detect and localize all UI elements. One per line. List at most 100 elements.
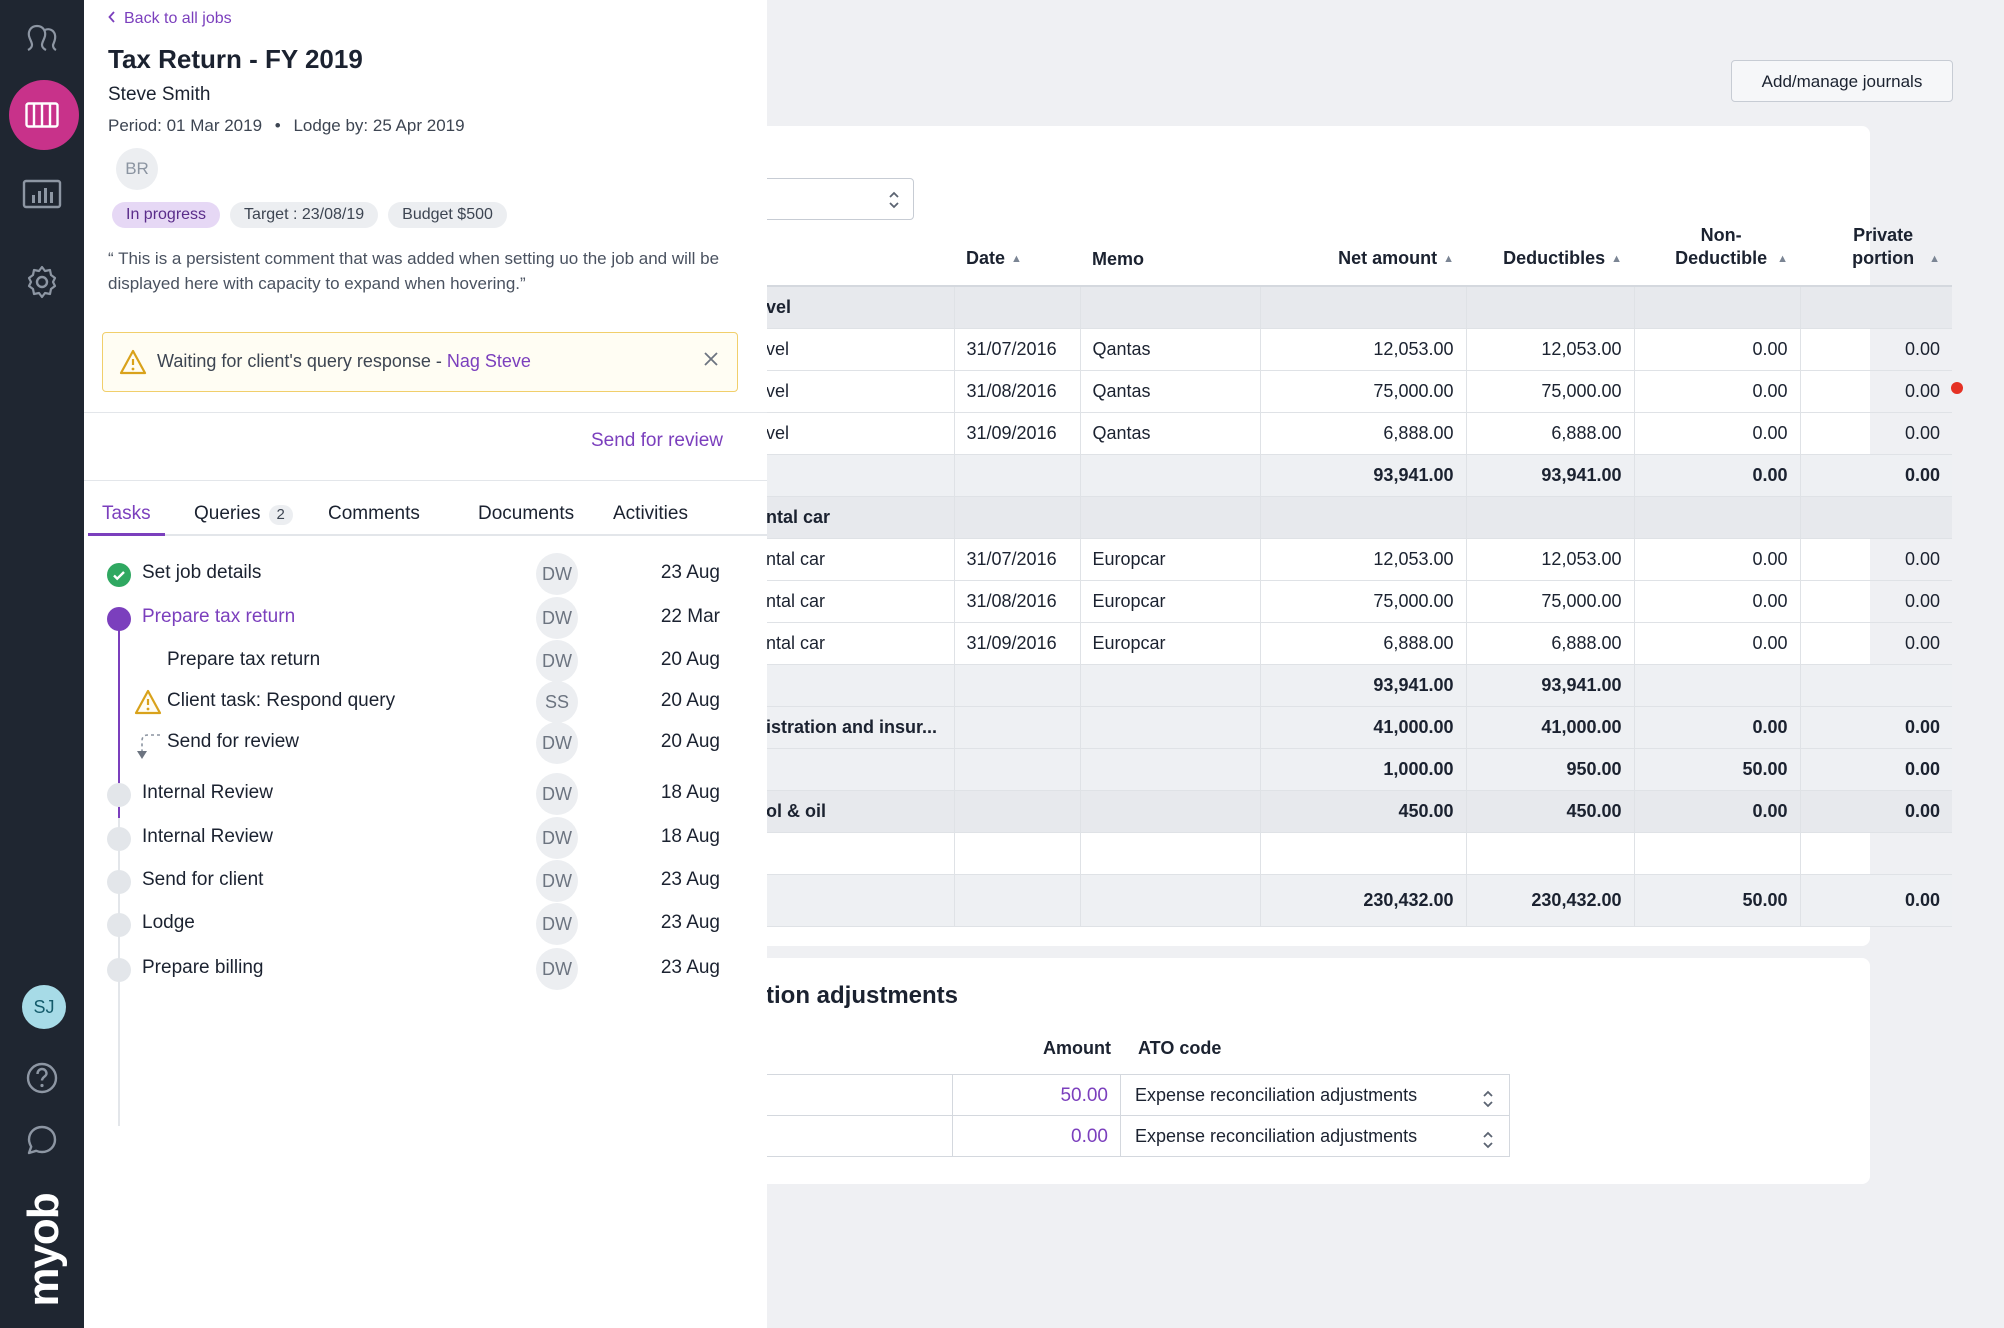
task-assignee-avatar[interactable]: DW: [536, 640, 578, 682]
account-cell: [766, 748, 954, 791]
period-text: Period: 01 Mar 2019: [108, 116, 263, 135]
date-cell: 31/07/2016: [953, 328, 1080, 371]
task-item[interactable]: Send for review DW 20 Aug: [84, 717, 767, 767]
account-header: [766, 218, 954, 287]
task-item[interactable]: Internal Review DW 18 Aug: [84, 812, 767, 862]
task-assignee-avatar[interactable]: DW: [536, 948, 578, 990]
ato-code-value: Expense reconciliation adjustments: [1135, 1085, 1418, 1105]
tab-comments[interactable]: Comments: [328, 500, 420, 536]
non-deductible-cell: 0.00: [1633, 412, 1800, 455]
task-assignee-avatar[interactable]: SS: [536, 681, 578, 723]
task-assignee-avatar[interactable]: DW: [536, 722, 578, 764]
date-cell: 31/07/2016: [953, 538, 1080, 581]
journal-row: ol & oil 450.00 450.00 0.00 0.00: [766, 790, 1952, 833]
task-assignee-avatar[interactable]: DW: [536, 817, 578, 859]
deductibles-header[interactable]: Deductibles ▲︎: [1466, 218, 1634, 287]
deductibles-cell: 230,432.00: [1465, 874, 1634, 927]
status-badge[interactable]: In progress: [112, 202, 221, 228]
nag-client-link[interactable]: Nag Steve: [446, 351, 531, 371]
ato-code-select[interactable]: Expense reconciliation adjustments: [1120, 1075, 1510, 1116]
tab-documents[interactable]: Documents: [478, 500, 574, 536]
task-due-date: 20 Aug: [660, 690, 720, 711]
journal-row: vel: [766, 286, 1952, 329]
task-item[interactable]: Lodge DW 23 Aug: [84, 898, 767, 948]
task-assignee-avatar[interactable]: DW: [536, 903, 578, 945]
pending-step-icon: [107, 913, 131, 937]
task-assignee-avatar[interactable]: DW: [536, 773, 578, 815]
date-cell: [953, 832, 1080, 875]
non-deductible-cell: 0.00: [1633, 580, 1800, 623]
task-item[interactable]: Prepare tax return DW 22 Mar: [84, 592, 767, 642]
adjustment-row: 0.00 Expense reconciliation adjustments: [766, 1115, 1510, 1157]
task-assignee-avatar[interactable]: DW: [536, 597, 578, 639]
help-icon[interactable]: [0, 1058, 84, 1098]
net-amount-header[interactable]: Net amount ▲︎: [1260, 218, 1466, 287]
memo-cell: [1079, 664, 1260, 707]
net-amount-cell: [1259, 496, 1466, 539]
chat-icon[interactable]: [0, 1120, 84, 1160]
non-deductible-cell: 0.00: [1633, 706, 1800, 749]
date-header[interactable]: Date ▲︎: [954, 218, 1080, 287]
tab-tasks[interactable]: Tasks: [88, 500, 165, 536]
divider: [84, 480, 767, 481]
myob-logo: myob: [19, 1193, 68, 1307]
task-item[interactable]: Prepare tax return DW 20 Aug: [84, 635, 767, 685]
settings-icon[interactable]: [0, 262, 84, 302]
task-assignee-avatar[interactable]: DW: [536, 553, 578, 595]
amount-header: Amount: [1043, 1038, 1111, 1058]
amount-input[interactable]: 0.00: [952, 1116, 1120, 1157]
net-amount-cell: 12,053.00: [1259, 538, 1466, 581]
account-cell: ntal car: [766, 496, 954, 539]
net-amount-cell: 41,000.00: [1259, 706, 1466, 749]
net-amount-cell: 75,000.00: [1259, 580, 1466, 623]
task-label: Client task: Respond query: [167, 690, 396, 711]
task-assignee-avatar[interactable]: DW: [536, 860, 578, 902]
deductibles-cell: [1465, 496, 1634, 539]
task-item[interactable]: Client task: Respond query SS 20 Aug: [84, 676, 767, 726]
send-for-review-link[interactable]: Send for review: [590, 430, 723, 451]
deductibles-cell: 12,053.00: [1465, 538, 1634, 581]
budget-badge: Budget $500: [388, 202, 507, 228]
task-due-date: 23 Aug: [660, 562, 720, 583]
task-due-date: 22 Mar: [660, 606, 720, 627]
task-label: Prepare tax return: [142, 606, 296, 627]
lodge-by-text: Lodge by: 25 Apr 2019: [293, 116, 465, 135]
report-icon[interactable]: [0, 175, 84, 215]
tab-activities[interactable]: Activities: [613, 500, 688, 536]
separator-dot: •: [274, 116, 281, 135]
close-icon[interactable]: [703, 351, 719, 372]
deductibles-cell: 75,000.00: [1465, 580, 1634, 623]
back-to-jobs-link[interactable]: Back to all jobs: [108, 10, 232, 28]
journal-table: Date ▲︎ Memo Net amount ▲︎ Deductibles ▲︎ N…: [766, 218, 1952, 927]
net-amount-cell: 450.00: [1259, 790, 1466, 833]
board-icon[interactable]: [0, 95, 84, 135]
user-avatar[interactable]: SJ: [22, 985, 66, 1029]
task-item[interactable]: Prepare billing DW 23 Aug: [84, 943, 767, 993]
private-portion-cell: 0.00: [1799, 370, 1952, 413]
tab-label: Comments: [328, 503, 420, 524]
people-icon[interactable]: [0, 18, 84, 66]
private-portion-header[interactable]: Private portion ▲︎: [1800, 218, 1952, 287]
ato-code-header: ATO code: [1138, 1038, 1222, 1058]
deductibles-cell: 950.00: [1465, 748, 1634, 791]
private-portion-cell: 0.00: [1799, 454, 1952, 497]
task-item[interactable]: Send for client DW 23 Aug: [84, 855, 767, 905]
account-cell: ntal car: [766, 622, 954, 665]
tab-queries[interactable]: Queries 2: [194, 500, 293, 536]
non-deductible-header[interactable]: Non-Deductible ▲︎: [1634, 218, 1800, 287]
ato-code-select[interactable]: Expense reconciliation adjustments: [1120, 1116, 1510, 1157]
date-cell: [953, 286, 1080, 329]
account-cell: ntal car: [766, 580, 954, 623]
task-item[interactable]: Set job details DW 23 Aug: [84, 548, 767, 598]
private-portion-cell: 0.00: [1799, 538, 1952, 581]
amount-input[interactable]: 50.00: [952, 1075, 1120, 1116]
memo-cell: Europcar: [1079, 538, 1260, 581]
deductibles-cell: 93,941.00: [1465, 454, 1634, 497]
assignee-avatar[interactable]: BR: [116, 148, 158, 190]
task-item[interactable]: Internal Review DW 18 Aug: [84, 768, 767, 818]
net-amount-cell: 6,888.00: [1259, 622, 1466, 665]
tab-label: Tasks: [102, 503, 151, 524]
memo-cell: [1079, 874, 1260, 927]
task-label: Send for client: [142, 869, 264, 890]
add-manage-journals-button[interactable]: Add/manage journals: [1731, 60, 1953, 102]
